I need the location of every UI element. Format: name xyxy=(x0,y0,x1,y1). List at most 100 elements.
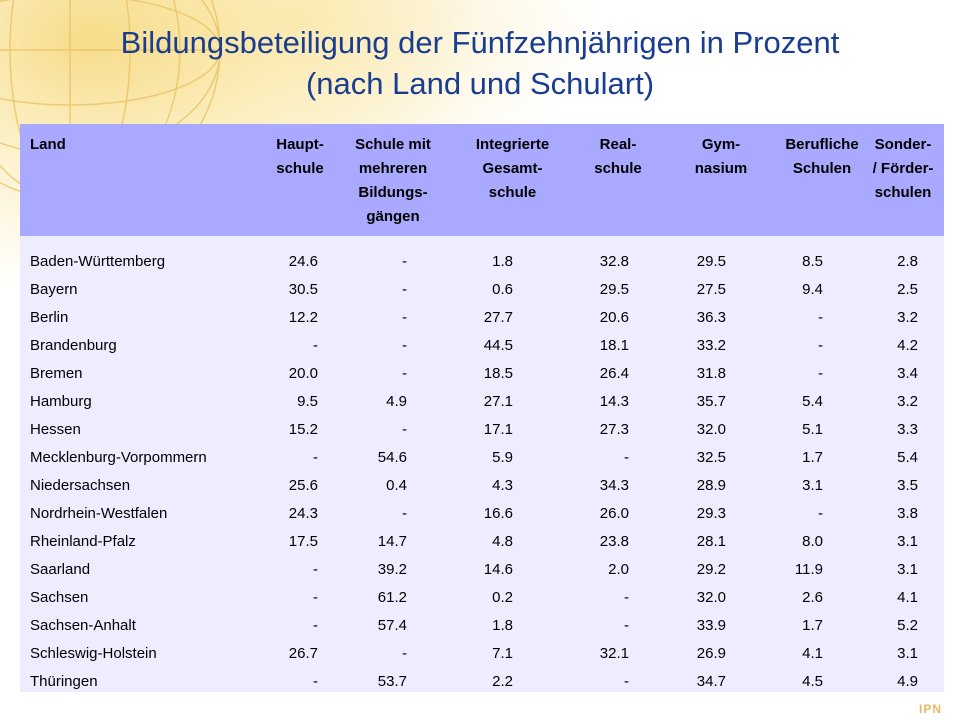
cell-value: 17.5 xyxy=(288,533,318,550)
table-row: Niedersachsen 25.6 0.4 4.3 34.3 28.9 3.1 3.5 xyxy=(20,472,944,500)
column-header-7: Sonder- / Förder-schulen xyxy=(866,133,940,205)
column-header-line: mehreren xyxy=(358,160,428,177)
cell-value: 8.5 xyxy=(802,253,823,270)
cell-value: 14.6 xyxy=(483,561,513,578)
cell-value: 44.5 xyxy=(483,337,513,354)
cell-land: Hamburg xyxy=(30,393,92,410)
cell-value: 35.7 xyxy=(696,393,726,410)
column-header-line: Real- xyxy=(599,136,637,153)
cell-value: 8.0 xyxy=(802,533,823,550)
cell-value: 17.1 xyxy=(483,421,513,438)
column-header-line: schule xyxy=(488,184,537,201)
cell-value: 27.5 xyxy=(696,281,726,298)
cell-land: Saarland xyxy=(30,561,91,578)
table-row: Schleswig-Holstein 26.7 - 7.1 32.1 26.9 4.1 3.1 xyxy=(20,640,944,668)
cell-value: - xyxy=(818,365,823,382)
cell-value: - xyxy=(313,337,318,354)
cell-value: 5.1 xyxy=(802,421,823,438)
cell-value: - xyxy=(402,421,407,438)
cell-value: 2.8 xyxy=(897,253,918,270)
cell-value: 33.9 xyxy=(696,617,726,634)
cell-value: 33.2 xyxy=(696,337,726,354)
table-row: Berlin 12.2 - 27.7 20.6 36.3 - 3.2 xyxy=(20,304,944,332)
cell-value: 3.2 xyxy=(897,393,918,410)
column-header-line: Haupt- xyxy=(276,136,324,153)
cell-value: 26.4 xyxy=(599,365,629,382)
cell-land: Baden-Württemberg xyxy=(30,253,166,270)
cell-value: 4.9 xyxy=(897,673,918,690)
cell-land: Niedersachsen xyxy=(30,477,131,494)
column-header-line: Land xyxy=(30,136,66,153)
cell-value: 36.3 xyxy=(696,309,726,326)
column-header-line: schulen xyxy=(874,184,932,201)
cell-land: Rheinland-Pfalz xyxy=(30,533,136,550)
cell-value: - xyxy=(818,309,823,326)
cell-value: 3.3 xyxy=(897,421,918,438)
cell-value: 39.2 xyxy=(377,561,407,578)
column-header-line: Sonder- xyxy=(874,136,932,153)
column-header-2: Schule mit mehreren Bildungs-gängen xyxy=(338,133,448,229)
cell-value: 26.0 xyxy=(599,505,629,522)
cell-value: 24.6 xyxy=(288,253,318,270)
cell-value: 4.3 xyxy=(492,477,513,494)
cell-value: 0.2 xyxy=(492,589,513,606)
column-header-1: Haupt-schule xyxy=(260,133,340,181)
cell-value: 29.5 xyxy=(599,281,629,298)
slide-title: Bildungsbeteiligung der Fünfzehnjährigen… xyxy=(0,22,960,104)
table-header: Land Haupt-schule Schule mit mehreren Bildun… xyxy=(20,124,944,236)
cell-value: 31.8 xyxy=(696,365,726,382)
cell-value: 5.4 xyxy=(802,393,823,410)
cell-value: 29.2 xyxy=(696,561,726,578)
title-line-2: (nach Land und Schulart) xyxy=(305,66,655,101)
cell-land: Sachsen-Anhalt xyxy=(30,617,136,634)
cell-value: 28.1 xyxy=(696,533,726,550)
cell-value: 12.2 xyxy=(288,309,318,326)
cell-value: 9.4 xyxy=(802,281,823,298)
column-header-line: Schule mit xyxy=(355,136,431,153)
cell-value: 3.5 xyxy=(897,477,918,494)
cell-value: 30.5 xyxy=(288,281,318,298)
cell-value: 5.4 xyxy=(897,449,918,466)
cell-value: 3.1 xyxy=(802,477,823,494)
column-header-line: / Förder- xyxy=(872,160,934,177)
cell-value: 4.1 xyxy=(802,645,823,662)
cell-value: - xyxy=(624,617,629,634)
cell-value: - xyxy=(313,673,318,690)
cell-value: - xyxy=(313,561,318,578)
cell-land: Sachsen xyxy=(30,589,89,606)
cell-value: - xyxy=(313,449,318,466)
column-header-line: Bildungs- xyxy=(358,184,428,201)
column-header-line: schule xyxy=(594,160,642,177)
cell-land: Bayern xyxy=(30,281,78,298)
cell-value: 4.5 xyxy=(802,673,823,690)
cell-value: 3.2 xyxy=(897,309,918,326)
cell-value: - xyxy=(402,645,407,662)
cell-value: 16.6 xyxy=(483,505,513,522)
cell-land: Thüringen xyxy=(30,673,98,690)
column-header-line: nasium xyxy=(694,160,748,177)
cell-value: 1.7 xyxy=(802,617,823,634)
cell-value: 18.5 xyxy=(483,365,513,382)
table-row: Thüringen - 53.7 2.2 - 34.7 4.5 4.9 xyxy=(20,668,944,696)
cell-value: 2.0 xyxy=(608,561,629,578)
cell-value: 3.1 xyxy=(897,645,918,662)
cell-value: 9.5 xyxy=(297,393,318,410)
cell-value: - xyxy=(313,589,318,606)
cell-land: Hessen xyxy=(30,421,81,438)
cell-value: 25.6 xyxy=(288,477,318,494)
cell-land: Brandenburg xyxy=(30,337,117,354)
cell-value: - xyxy=(402,281,407,298)
cell-value: 1.8 xyxy=(492,253,513,270)
cell-value: 53.7 xyxy=(377,673,407,690)
column-header-5: Gym-nasium xyxy=(680,133,762,181)
cell-value: 14.3 xyxy=(599,393,629,410)
cell-value: 20.0 xyxy=(288,365,318,382)
cell-value: 1.8 xyxy=(492,617,513,634)
column-header-line: Gym- xyxy=(701,136,741,153)
table-row: Hessen 15.2 - 17.1 27.3 32.0 5.1 3.3 xyxy=(20,416,944,444)
cell-value: 29.5 xyxy=(696,253,726,270)
cell-value: - xyxy=(624,589,629,606)
table-row: Sachsen-Anhalt - 57.4 1.8 - 33.9 1.7 5.2 xyxy=(20,612,944,640)
data-table: Land Haupt-schule Schule mit mehreren Bildun… xyxy=(20,124,944,692)
cell-land: Schleswig-Holstein xyxy=(30,645,157,662)
